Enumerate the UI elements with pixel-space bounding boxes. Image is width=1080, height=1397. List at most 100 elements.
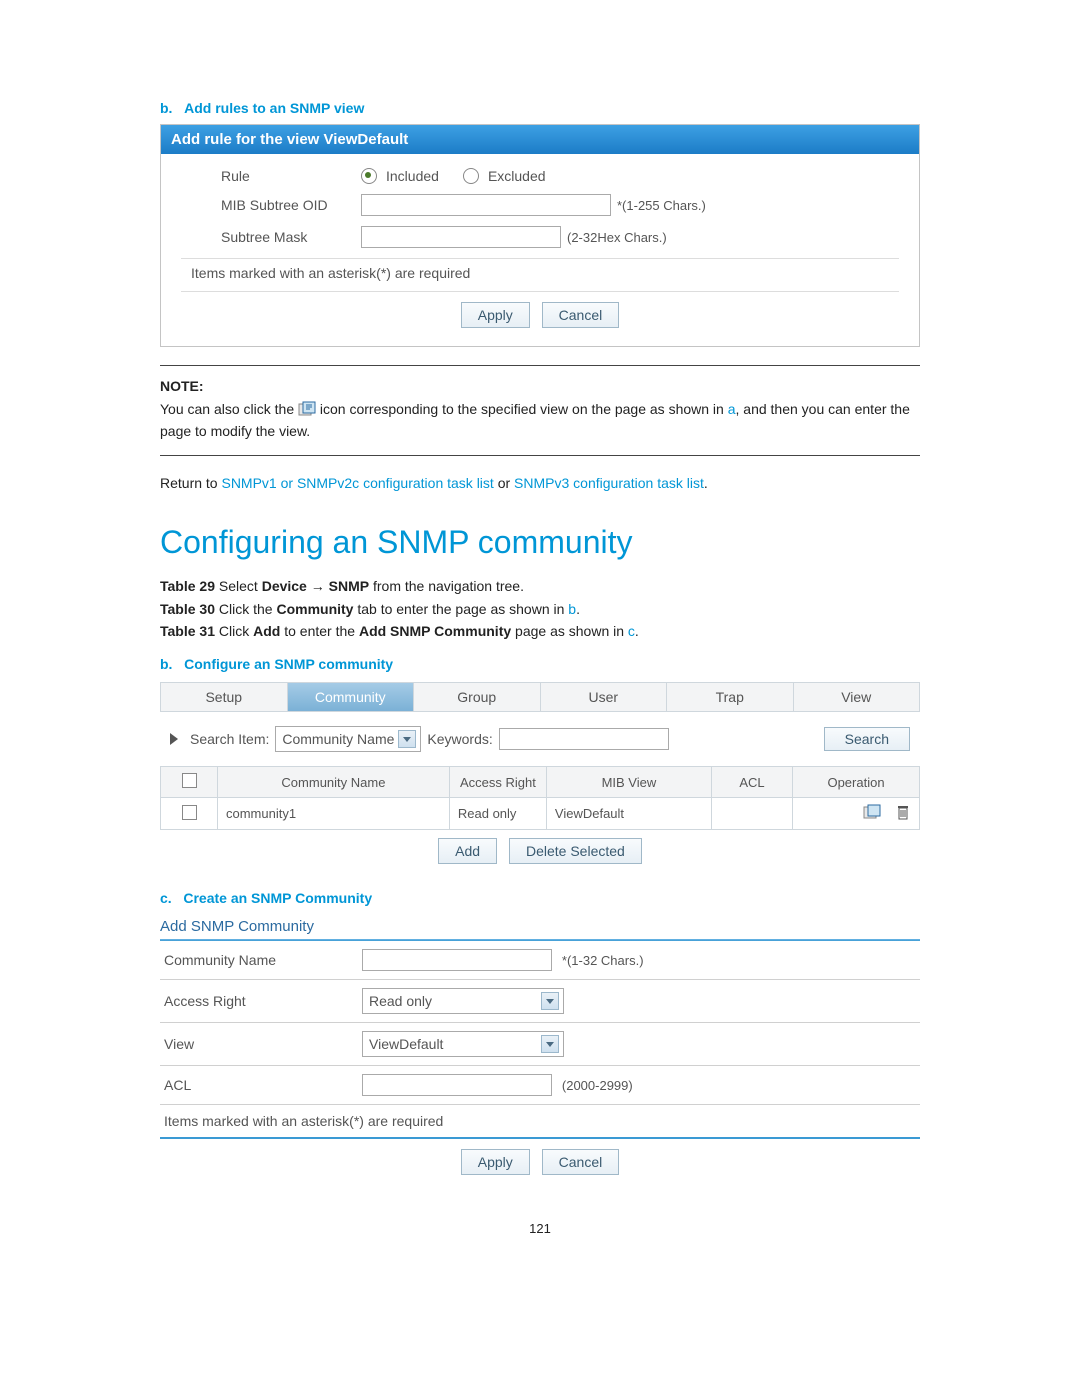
acl-hint: (2000-2999): [562, 1078, 633, 1093]
keywords-input[interactable]: [499, 728, 669, 750]
note-link-a[interactable]: a: [728, 401, 736, 417]
community-name-input[interactable]: [362, 949, 552, 971]
t29-e: from the navigation tree.: [369, 578, 524, 594]
t31-b: Click: [215, 623, 253, 639]
view-value: ViewDefault: [369, 1036, 443, 1052]
t29-label: Table 29: [160, 578, 215, 594]
community-name-row: Community Name *(1-32 Chars.): [160, 941, 920, 980]
tab-view[interactable]: View: [794, 682, 921, 711]
rule-included-label: Included: [386, 168, 439, 184]
tab-trap[interactable]: Trap: [667, 682, 794, 711]
tabs-row: Setup Community Group User Trap View: [160, 682, 920, 712]
add-rule-panel-header: Add rule for the view ViewDefault: [161, 125, 919, 154]
t30-d: tab to enter the page as shown in: [353, 601, 568, 617]
community-name-hint: *(1-32 Chars.): [562, 953, 644, 968]
divider: [160, 365, 920, 366]
t30-b: Click the: [215, 601, 276, 617]
access-right-row: Access Right Read only: [160, 980, 920, 1023]
col-acl: ACL: [711, 767, 792, 798]
cell-mib-view: ViewDefault: [546, 798, 711, 830]
acl-label: ACL: [160, 1066, 358, 1105]
add-community-panel: Add SNMP Community Community Name *(1-32…: [160, 914, 920, 1181]
access-right-select[interactable]: Read only: [362, 988, 564, 1014]
asterisk-note-c: Items marked with an asterisk(*) are req…: [160, 1105, 920, 1139]
col-operation: Operation: [793, 767, 920, 798]
add-button[interactable]: Add: [438, 838, 497, 864]
rule-included-radio[interactable]: [361, 168, 377, 184]
acl-input[interactable]: [362, 1074, 552, 1096]
search-item-select[interactable]: Community Name: [275, 726, 421, 752]
rule-excluded-radio[interactable]: [463, 168, 479, 184]
t29-device: Device: [262, 578, 307, 594]
t31-link[interactable]: c: [628, 623, 635, 639]
table31-line: Table 31 Click Add to enter the Add SNMP…: [160, 620, 920, 642]
t31-add: Add: [253, 623, 280, 639]
tab-group[interactable]: Group: [414, 682, 541, 711]
t31-page: Add SNMP Community: [359, 623, 511, 639]
t29-snmp: SNMP: [329, 578, 369, 594]
table30-line: Table 30 Click the Community tab to ente…: [160, 598, 920, 620]
triangle-icon: [170, 733, 178, 745]
mib-hint: *(1-255 Chars.): [617, 198, 706, 213]
page-number: 121: [160, 1221, 920, 1236]
t30-link[interactable]: b: [568, 601, 576, 617]
access-right-value: Read only: [369, 993, 432, 1009]
search-button[interactable]: Search: [824, 727, 910, 751]
cancel-button[interactable]: Cancel: [542, 302, 620, 328]
cell-access-right: Read only: [449, 798, 546, 830]
tab-user[interactable]: User: [541, 682, 668, 711]
mask-row: Subtree Mask (2-32Hex Chars.): [181, 226, 899, 248]
t30-label: Table 30: [160, 601, 215, 617]
mib-subtree-oid-input[interactable]: [361, 194, 611, 216]
return-line: Return to SNMPv1 or SNMPv2c configuratio…: [160, 472, 920, 494]
row-checkbox[interactable]: [182, 805, 197, 820]
col-community-name: Community Name: [218, 767, 450, 798]
subtree-mask-input[interactable]: [361, 226, 561, 248]
return-link-1[interactable]: SNMPv1 or SNMPv2c configuration task lis…: [221, 475, 493, 491]
section-b-heading: b. Add rules to an SNMP view: [160, 100, 920, 116]
edit-row-icon[interactable]: [863, 804, 881, 823]
cancel-button-c[interactable]: Cancel: [542, 1149, 620, 1175]
asterisk-row-c: Items marked with an asterisk(*) are req…: [160, 1105, 920, 1139]
t31-f: page as shown in: [511, 623, 628, 639]
mib-row: MIB Subtree OID *(1-255 Chars.): [181, 194, 899, 216]
apply-button[interactable]: Apply: [461, 302, 530, 328]
return-text-1: Return to: [160, 475, 221, 491]
t31-d: to enter the: [280, 623, 359, 639]
chevron-down-icon: [541, 992, 559, 1010]
mib-label: MIB Subtree OID: [181, 197, 361, 213]
cell-community-name: community1: [218, 798, 450, 830]
return-or: or: [494, 475, 514, 491]
return-link-2[interactable]: SNMPv3 configuration task list: [514, 475, 704, 491]
section-b2-heading: b. Configure an SNMP community: [160, 656, 920, 672]
t29-arrow: →: [307, 578, 329, 594]
col-mib-view: MIB View: [546, 767, 711, 798]
cell-acl: [711, 798, 792, 830]
view-label: View: [160, 1023, 358, 1066]
community-table: Community Name Access Right MIB View ACL…: [160, 766, 920, 830]
select-all-checkbox[interactable]: [182, 773, 197, 788]
add-rule-panel: Add rule for the view ViewDefault Rule I…: [160, 124, 920, 347]
tab-setup[interactable]: Setup: [160, 682, 288, 711]
rule-label: Rule: [181, 168, 361, 184]
tab-community[interactable]: Community: [288, 682, 415, 711]
t29-b: Select: [215, 578, 262, 594]
section-c-heading: c. Create an SNMP Community: [160, 890, 920, 906]
t31-label: Table 31: [160, 623, 215, 639]
return-dot: .: [704, 475, 708, 491]
view-select[interactable]: ViewDefault: [362, 1031, 564, 1057]
mask-hint: (2-32Hex Chars.): [567, 230, 667, 245]
note-text-part2: icon corresponding to the specified view…: [320, 401, 728, 417]
edit-icon: [298, 401, 316, 417]
delete-selected-button[interactable]: Delete Selected: [509, 838, 642, 864]
t30-community: Community: [276, 601, 353, 617]
rule-row: Rule Included Excluded: [181, 168, 899, 184]
community-name-label: Community Name: [160, 941, 358, 980]
search-row: Search Item: Community Name Keywords: Se…: [160, 712, 920, 766]
mask-label: Subtree Mask: [181, 229, 361, 245]
table29-line: Table 29 Select Device → SNMP from the n…: [160, 575, 920, 597]
divider-2: [160, 455, 920, 456]
delete-row-icon[interactable]: [895, 804, 911, 823]
table-header-row: Community Name Access Right MIB View ACL…: [161, 767, 920, 798]
apply-button-c[interactable]: Apply: [461, 1149, 530, 1175]
